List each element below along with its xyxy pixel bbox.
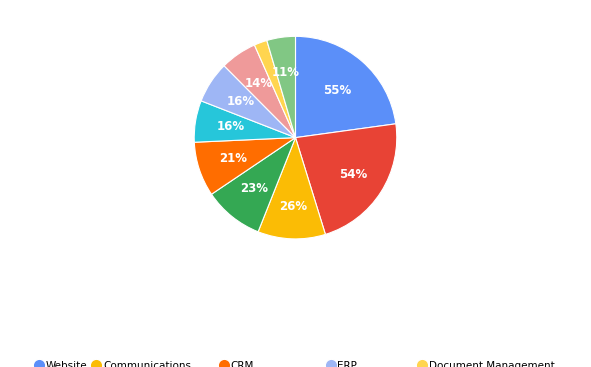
Text: 55%: 55% xyxy=(323,84,351,97)
Legend: Website, Email, Communications, Mobile Services- 23%, CRM, Productivity Apps, ER: Website, Email, Communications, Mobile S… xyxy=(33,357,558,367)
Wedge shape xyxy=(296,124,397,235)
Text: 54%: 54% xyxy=(339,168,368,181)
Wedge shape xyxy=(296,36,396,138)
Text: 21%: 21% xyxy=(219,152,247,165)
Text: 26%: 26% xyxy=(279,200,307,213)
Text: 11%: 11% xyxy=(272,66,300,79)
Wedge shape xyxy=(194,138,296,194)
Text: 16%: 16% xyxy=(216,120,245,134)
Text: 14%: 14% xyxy=(244,77,272,90)
Wedge shape xyxy=(194,101,296,142)
Text: 16%: 16% xyxy=(226,95,255,108)
Wedge shape xyxy=(201,66,296,138)
Wedge shape xyxy=(267,36,296,138)
Text: 23%: 23% xyxy=(240,182,268,195)
Wedge shape xyxy=(255,40,296,138)
Wedge shape xyxy=(212,138,296,232)
Wedge shape xyxy=(224,45,296,138)
Wedge shape xyxy=(258,138,326,239)
